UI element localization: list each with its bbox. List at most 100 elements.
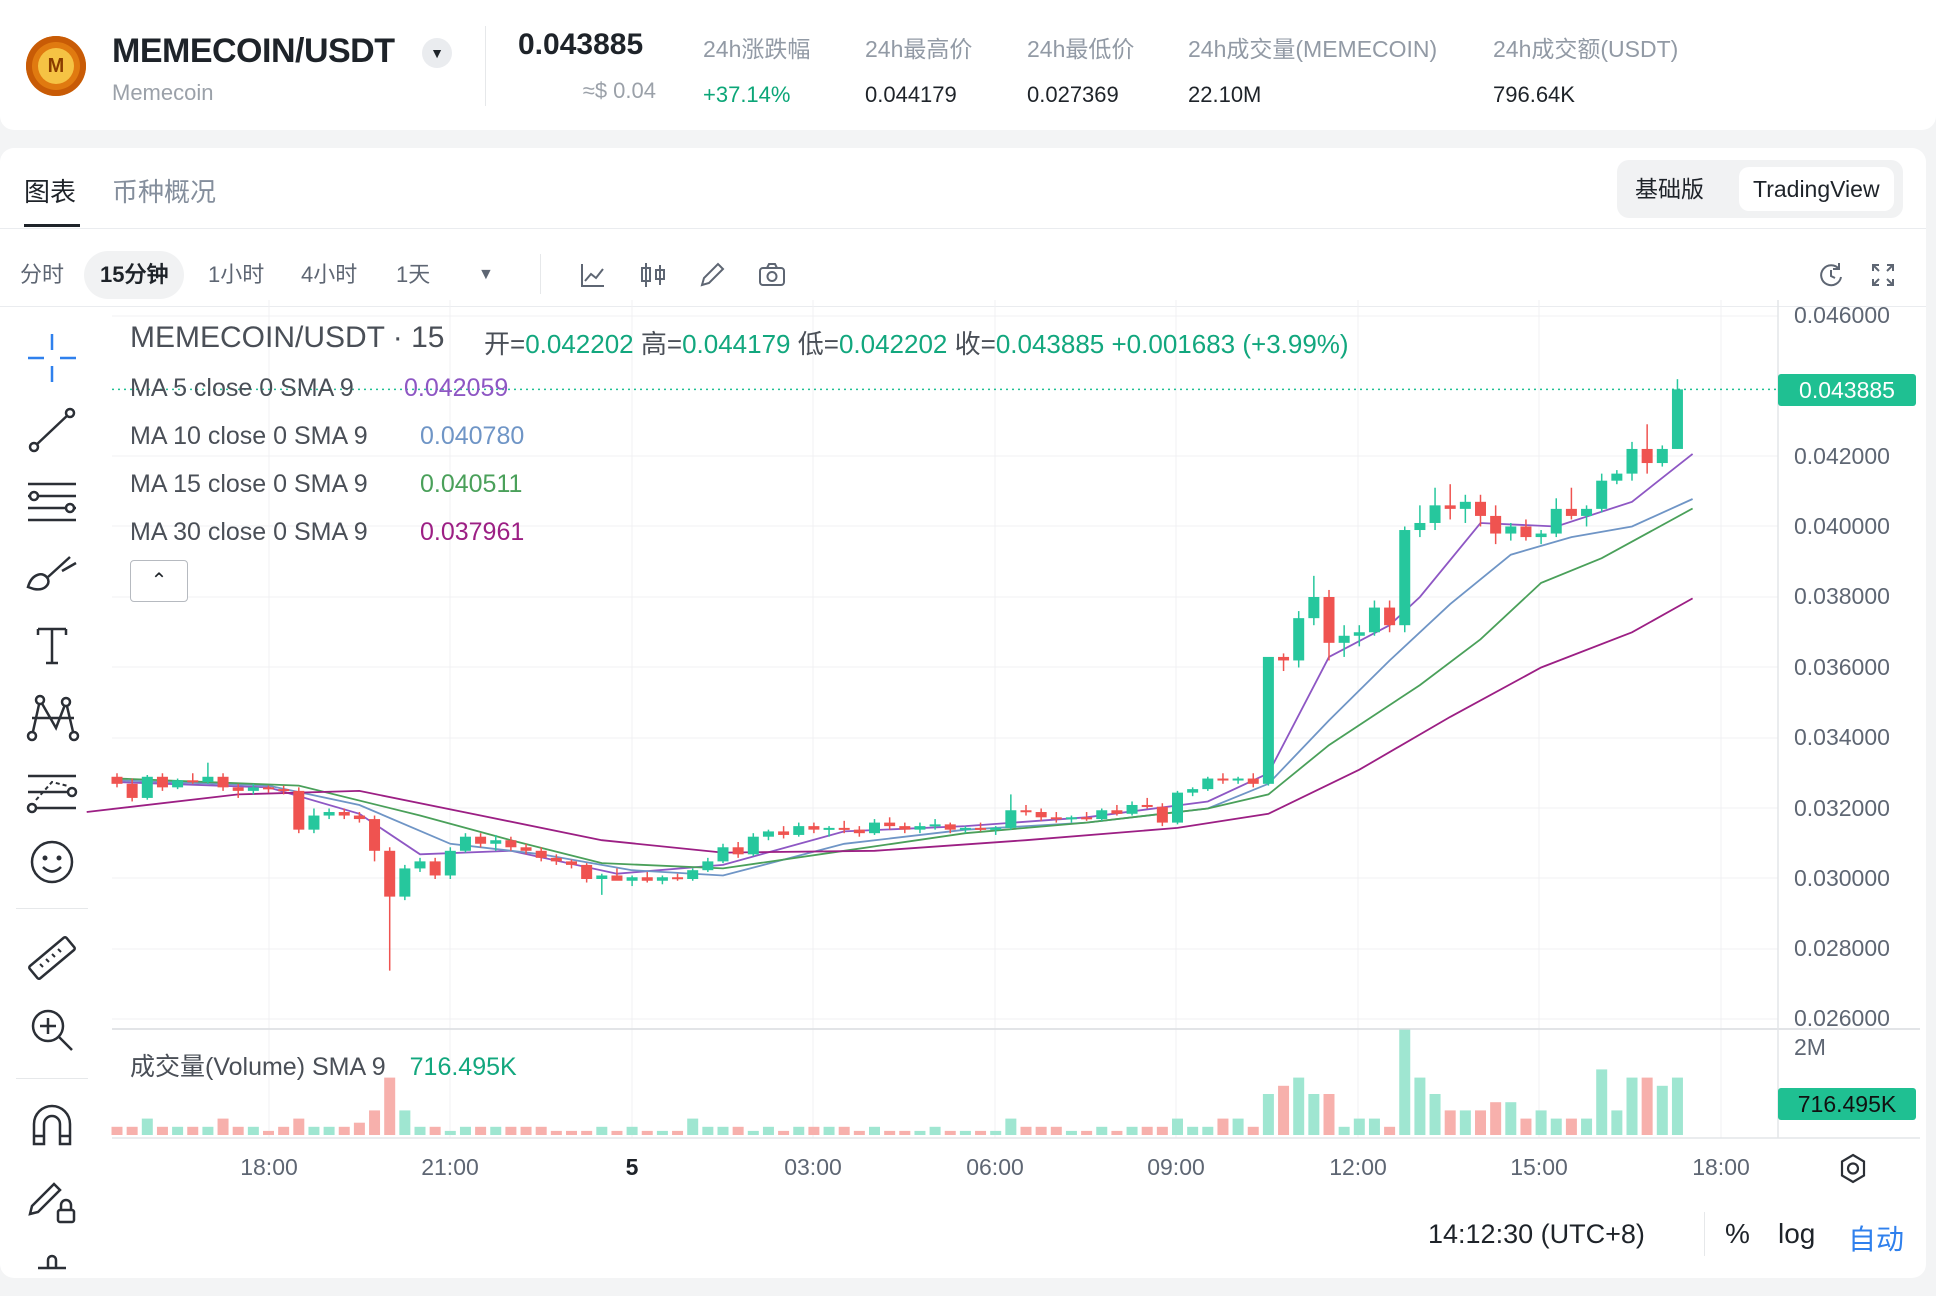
candle-body [429, 861, 441, 876]
stat-change: 24h涨跌幅 +37.14% [703, 30, 810, 108]
candle-body [1338, 635, 1350, 643]
candle-body [1202, 778, 1214, 790]
candle-body [1626, 448, 1638, 474]
fib-icon[interactable] [22, 470, 82, 530]
percent-scale-toggle[interactable]: % [1725, 1218, 1750, 1249]
candle-body [141, 776, 153, 798]
volume-bar [217, 1118, 229, 1135]
candle-body [793, 826, 805, 835]
more-timeframes-icon[interactable]: ▼ [478, 266, 494, 283]
candle-body [1081, 817, 1093, 820]
candle-body [747, 836, 759, 855]
candle-body [1671, 389, 1683, 449]
last-price: 0.043885 [518, 28, 644, 61]
log-scale-toggle[interactable]: log [1778, 1218, 1816, 1249]
candle-body [778, 831, 790, 835]
magnet-icon[interactable] [22, 1098, 82, 1158]
candle-body [581, 864, 593, 879]
candle-body [1368, 607, 1380, 633]
candle-body [869, 822, 880, 834]
low-label: 低= [797, 329, 839, 359]
pattern-icon[interactable] [22, 688, 82, 748]
y-tick: 0.046000 [1794, 302, 1890, 328]
timeframe-1h[interactable]: 1小时 [208, 262, 265, 287]
volume-bar [1520, 1118, 1532, 1135]
open-label: 开= [484, 329, 526, 359]
x-tick: 18:00 [1692, 1154, 1750, 1180]
candle-body [1384, 607, 1396, 626]
candle-body [990, 827, 1002, 830]
x-tick: 15:00 [1510, 1154, 1568, 1180]
candle-body [687, 870, 699, 879]
crosshair-icon[interactable] [22, 328, 82, 388]
candle-body [263, 787, 274, 790]
view-tradingview[interactable]: TradingView [1739, 167, 1894, 211]
trash-icon[interactable] [22, 1242, 82, 1270]
volume-bar [641, 1130, 653, 1135]
chart-settings-icon[interactable] [1834, 1150, 1872, 1188]
candle-body [641, 877, 653, 881]
high-label: 高= [640, 329, 683, 359]
zoom-in-icon[interactable] [22, 1000, 82, 1060]
ruler-icon[interactable] [22, 928, 82, 988]
ma10-label: MA 10 close 0 SMA 9 [130, 422, 368, 450]
stat-low: 24h最低价 0.027369 [1027, 30, 1134, 108]
volume-bar [1293, 1077, 1305, 1135]
timeframe-15m[interactable]: 15分钟 [84, 251, 185, 299]
volume-bar [929, 1126, 941, 1135]
replay-icon[interactable] [1808, 252, 1854, 298]
lock-pencil-icon[interactable] [22, 1170, 82, 1230]
y-tick: 0.038000 [1794, 583, 1890, 609]
indicators-icon[interactable] [570, 252, 616, 298]
volume-bar [899, 1130, 911, 1135]
candle-body [566, 861, 577, 865]
collapse-legend-button[interactable]: ⌃ [130, 560, 188, 602]
tab-chart[interactable]: 图表 [24, 177, 77, 207]
candle-body [702, 861, 714, 871]
open-value: 0.042202 [525, 329, 634, 359]
fullscreen-icon[interactable] [1860, 252, 1906, 298]
volume-bar [581, 1130, 593, 1135]
candle-body [1475, 501, 1486, 516]
volume-bar [1671, 1077, 1683, 1135]
volume-bar [126, 1126, 138, 1135]
volume-bar [278, 1126, 290, 1135]
volume-bar [1338, 1126, 1350, 1135]
tab-coin-overview[interactable]: 币种概况 [112, 177, 217, 207]
divider [485, 26, 486, 106]
chart-type-icon[interactable] [630, 252, 676, 298]
candle-body [1656, 448, 1668, 464]
y-tick: 0.026000 [1794, 1005, 1890, 1031]
prediction-icon[interactable] [22, 760, 82, 820]
timeframe-time-sharing[interactable]: 分时 [20, 262, 65, 287]
pair-dropdown-icon[interactable]: ▼ [422, 38, 452, 68]
candle-body [1308, 597, 1320, 619]
timeframe-1d[interactable]: 1天 [396, 262, 431, 287]
stat-label: 24h涨跌幅 [703, 36, 811, 62]
volume-bar [459, 1126, 471, 1135]
volume-bar [747, 1130, 759, 1135]
candle-body [884, 822, 896, 827]
text-icon[interactable] [22, 615, 82, 675]
ma5-value: 0.042059 [404, 374, 509, 402]
candle-body [1429, 505, 1441, 523]
timeframe-4h[interactable]: 4小时 [301, 262, 358, 287]
pair-name[interactable]: MEMECOIN/USDT [112, 32, 395, 70]
stat-value: 0.044179 [865, 82, 957, 107]
trendline-icon[interactable] [22, 400, 82, 460]
candle-body [1065, 817, 1077, 820]
volume-bar [672, 1130, 684, 1135]
candle-body [1490, 515, 1502, 534]
screenshot-icon[interactable] [749, 252, 795, 298]
auto-scale-toggle[interactable]: 自动 [1848, 1224, 1905, 1255]
volume-bar [1096, 1126, 1108, 1135]
draw-icon[interactable] [689, 252, 735, 298]
emoji-icon[interactable] [22, 832, 82, 892]
brush-icon[interactable] [22, 545, 82, 605]
volume-bar [1490, 1102, 1502, 1135]
view-basic[interactable]: 基础版 [1635, 176, 1704, 202]
y-tick: 0.030000 [1794, 865, 1890, 891]
candle-body [1232, 778, 1244, 781]
volume-axis-tick: 2M [1794, 1034, 1826, 1060]
